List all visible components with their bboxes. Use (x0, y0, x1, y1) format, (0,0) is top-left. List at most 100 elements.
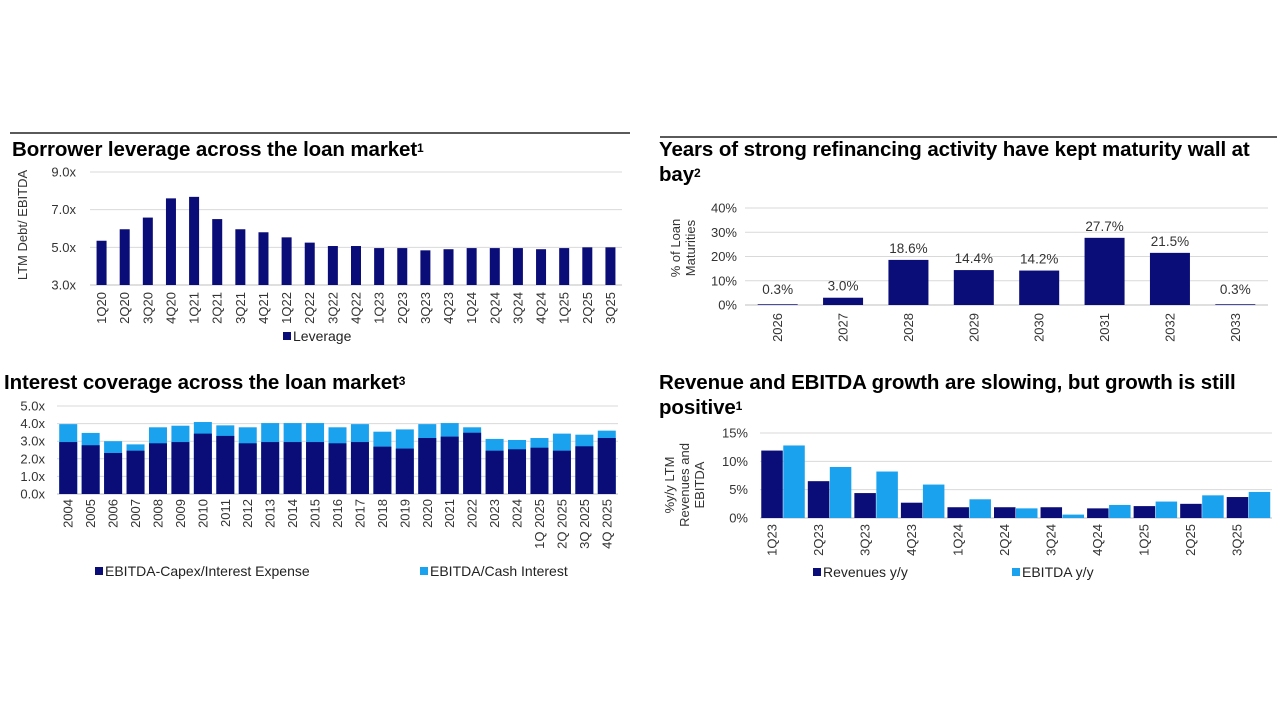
bar (489, 248, 500, 285)
x-tick-label: 2006 (106, 499, 121, 528)
legend-label: Leverage (293, 328, 352, 344)
bar-capex-interest (171, 442, 190, 494)
bar-capex-interest (238, 443, 257, 494)
bar (1084, 237, 1125, 305)
x-tick-label: 2020 (420, 499, 435, 528)
legend-label: EBITDA-Capex/Interest Expense (105, 563, 310, 579)
bar-revenues (1180, 503, 1202, 518)
x-tick-label: 3Q20 (140, 292, 155, 324)
x-tick-label: 2Q20 (117, 292, 132, 324)
data-label: 0.3% (1220, 282, 1251, 297)
bar-capex-interest (485, 450, 504, 494)
x-tick-label: 2Q23 (395, 292, 410, 324)
y-tick-label: 20% (711, 249, 737, 264)
x-tick-label: 1Q21 (187, 292, 202, 324)
bar-capex-interest (306, 442, 325, 494)
bar-ebitda (1109, 504, 1131, 518)
legend-label: EBITDA y/y (1022, 564, 1094, 580)
bar-capex-interest (81, 445, 100, 494)
legend-label: EBITDA/Cash Interest (430, 563, 568, 579)
y-tick-label: 0% (729, 511, 748, 526)
bar (189, 196, 200, 285)
bar-ebitda (969, 499, 991, 518)
x-tick-label: 2026 (770, 313, 785, 342)
bar-capex-interest (395, 448, 414, 494)
bar (258, 232, 269, 285)
bar-capex-interest (328, 443, 347, 494)
bar-capex-interest (552, 450, 571, 494)
bar-capex-interest (418, 438, 437, 494)
x-tick-label: 2030 (1032, 313, 1047, 342)
bar (888, 259, 929, 305)
bar (512, 248, 523, 285)
x-tick-label: 4Q23 (904, 524, 919, 556)
x-tick-label: 2024 (510, 499, 525, 528)
bar-revenues (1040, 507, 1063, 518)
bar-capex-interest (597, 438, 616, 494)
x-tick-label: 1Q25 (557, 292, 572, 324)
bar (165, 198, 176, 285)
x-tick-label: 2033 (1228, 313, 1243, 342)
bar-revenues (854, 493, 876, 518)
bar (420, 250, 431, 285)
x-tick-label: 1Q 2025 (532, 499, 547, 549)
x-tick-label: 2Q24 (487, 292, 502, 324)
bar-ebitda (1155, 501, 1178, 518)
x-tick-label: 3Q 2025 (577, 499, 592, 549)
y-tick-label: 30% (711, 225, 737, 240)
bar-capex-interest (373, 446, 392, 494)
y-tick-label: 4.0x (20, 416, 45, 431)
bar-revenues (1087, 508, 1109, 518)
y-tick-label: 40% (711, 201, 737, 216)
bar-revenues (947, 507, 969, 518)
x-tick-label: 2028 (901, 313, 916, 342)
x-tick-label: 4Q24 (1090, 524, 1105, 556)
x-tick-label: 2011 (218, 499, 233, 527)
bar-capex-interest (575, 446, 594, 494)
x-tick-label: 2010 (195, 499, 210, 528)
title-text: Years of strong refinancing activity hav… (659, 138, 1250, 186)
bar-ebitda (876, 471, 898, 518)
bar-capex-interest (104, 452, 123, 494)
y-tick-label: 15% (722, 426, 748, 441)
x-tick-label: 1Q24 (950, 524, 965, 556)
x-tick-label: 2015 (308, 499, 323, 528)
x-tick-label: 2Q25 (1183, 524, 1198, 556)
bar (212, 219, 223, 285)
bar-ebitda (1202, 495, 1224, 518)
x-tick-label: 2019 (397, 499, 412, 528)
bar (351, 246, 361, 285)
x-tick-label: 2027 (836, 313, 851, 342)
coverage-chart-title: Interest coverage across the loan market… (4, 370, 624, 395)
legend-swatch (283, 332, 291, 340)
leverage-chart-title: Borrower leverage across the loan market… (12, 137, 632, 162)
bar-capex-interest (508, 449, 527, 494)
bar (397, 248, 408, 285)
x-tick-label: 4Q 2025 (599, 499, 614, 549)
bar (142, 217, 153, 285)
bar (466, 248, 477, 285)
x-tick-label: 1Q23 (764, 524, 779, 556)
y-tick-label: 3.0x (51, 278, 76, 293)
x-tick-label: 1Q20 (94, 292, 109, 324)
x-tick-label: 2013 (263, 499, 278, 528)
data-label: 14.2% (1020, 252, 1058, 267)
x-tick-label: 2023 (487, 499, 502, 528)
x-tick-label: 1Q24 (464, 292, 479, 324)
bar-capex-interest (148, 443, 167, 494)
x-tick-label: 2014 (285, 499, 300, 528)
y-tick-label: 7.0x (51, 202, 76, 217)
y-tick-label: 5% (729, 482, 748, 497)
y-tick-label: 9.0x (51, 165, 76, 180)
y-tick-label: 10% (711, 273, 737, 288)
x-tick-label: 2017 (352, 499, 367, 528)
bar-revenues (761, 450, 783, 518)
x-tick-label: 4Q23 (441, 292, 456, 324)
x-tick-label: 2032 (1162, 313, 1177, 342)
bar-ebitda (1016, 508, 1038, 518)
x-tick-label: 3Q24 (510, 292, 525, 324)
x-tick-label: 2007 (128, 499, 143, 528)
x-tick-label: 4Q22 (349, 292, 364, 324)
data-label: 27.7% (1085, 219, 1123, 234)
